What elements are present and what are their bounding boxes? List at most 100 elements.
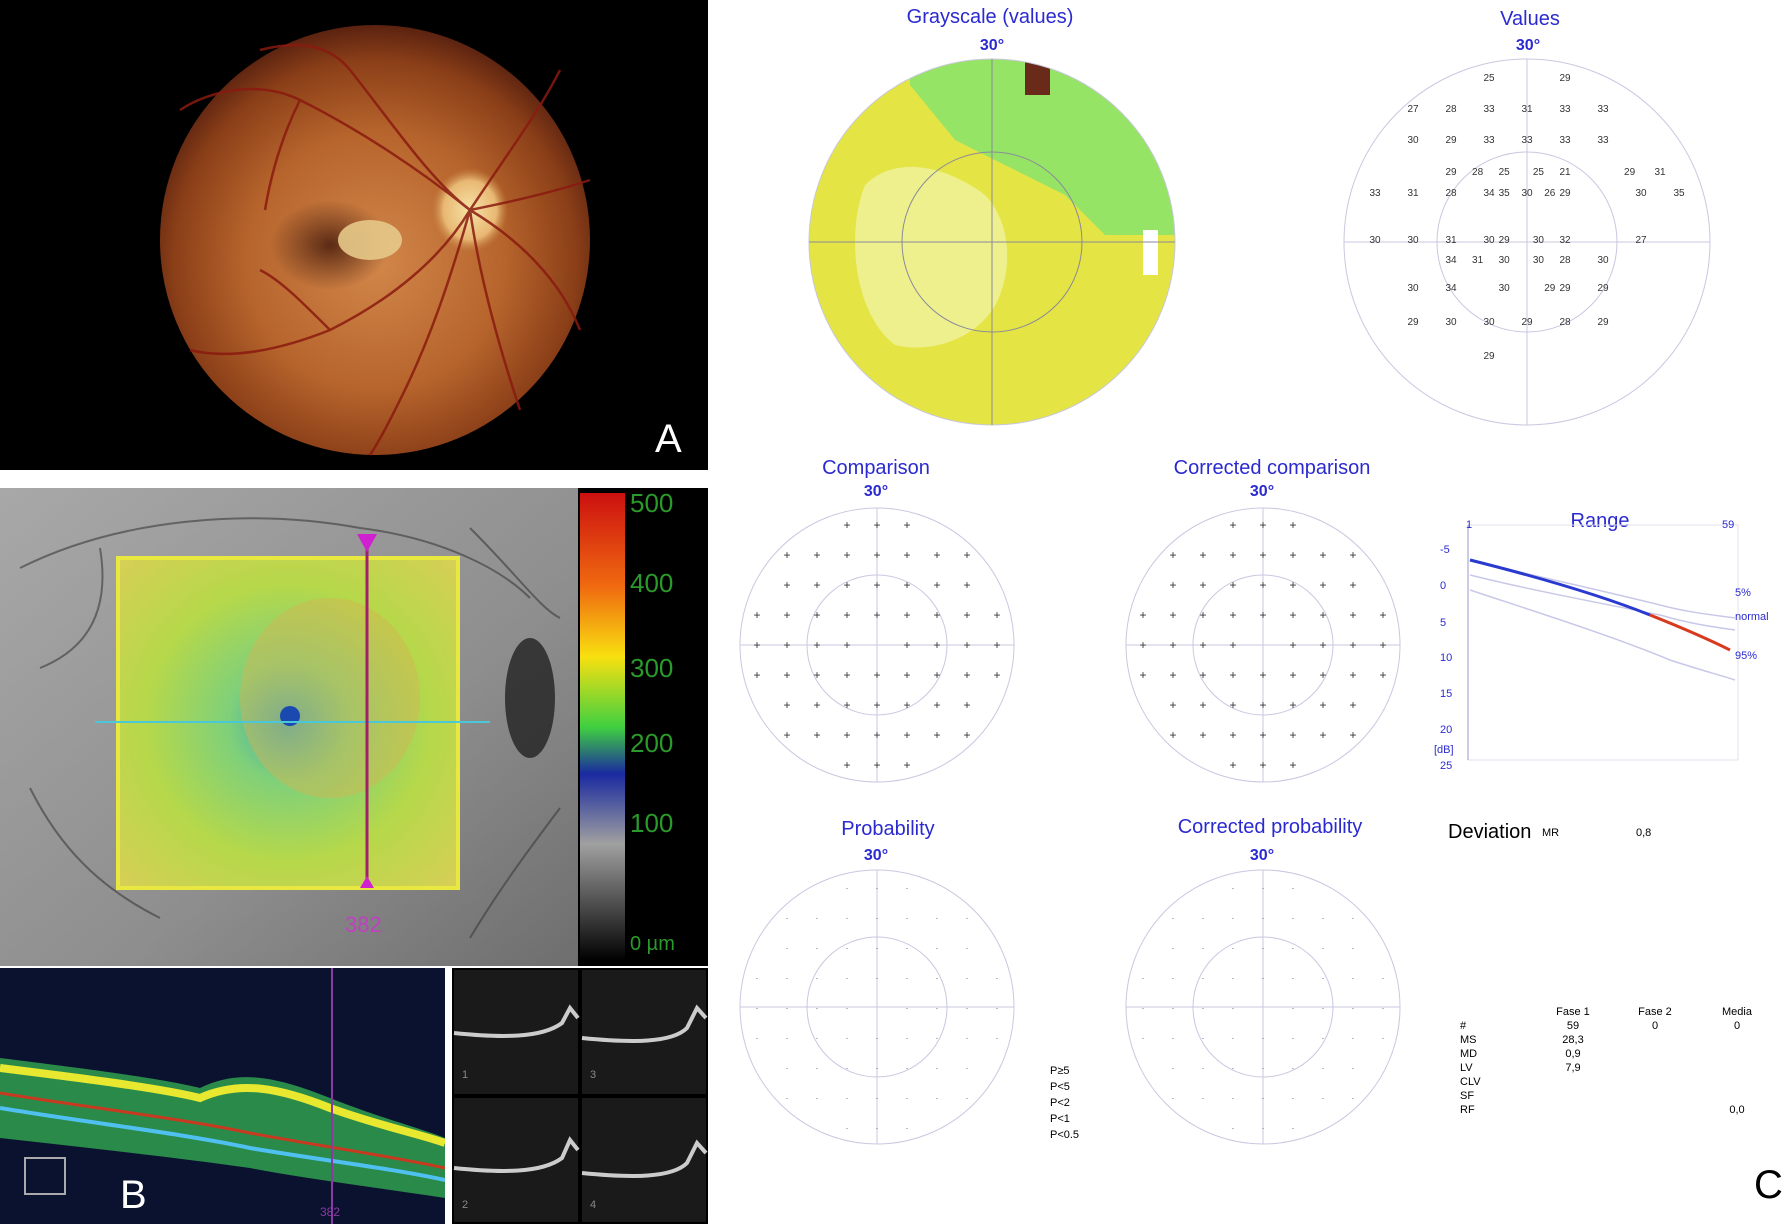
grid-point: · [966,1064,969,1073]
grid-point: + [933,638,940,652]
grid-point: · [756,1034,759,1043]
grid-point: + [843,728,850,742]
value-cell: 30 [1369,235,1381,246]
grid-point: + [873,728,880,742]
grid-point: + [1289,668,1296,682]
grid-point: · [1292,1004,1295,1013]
deviation-mr-label: MR [1542,827,1560,839]
value-cell: 29 [1521,317,1533,328]
grid-point: + [1259,608,1266,622]
probability-degree: 30° [863,847,889,864]
legend-p-lt05: P<0.5 [1050,1129,1080,1141]
grid-point: · [1292,884,1295,893]
range-top-label-2: 59 [1722,519,1735,531]
stats-row-label: MD [1460,1048,1478,1060]
grid-point: · [816,944,819,953]
grid-point: · [1232,974,1235,983]
grid-point: + [903,518,910,532]
grid-point: · [786,1034,789,1043]
stats-table: Fase 1 Fase 2 Media #59 0 0 MS 28,3 MD 0,9 LV 7,… [1460,1005,1778,1117]
scale-label-400: 400 [630,568,674,598]
value-cell: 28 [1559,255,1571,266]
grid-point: + [873,518,880,532]
value-cell: 29 [1499,235,1511,246]
grid-point: + [1229,638,1236,652]
grid-point: · [966,1004,969,1013]
grid-point: + [873,698,880,712]
value-cell: 33 [1521,135,1533,146]
value-cell: 30 [1533,255,1545,266]
corrected-probability-degree: 30° [1249,847,1275,864]
stats-cell [1614,1089,1696,1103]
grid-point: · [846,944,849,953]
probability-title: Probability [841,818,935,840]
grid-point: · [996,974,999,983]
grid-point: · [1172,1064,1175,1073]
grid-point: + [1229,518,1236,532]
grid-point: + [813,668,820,682]
grid-point: + [1319,638,1326,652]
grid-point: + [993,608,1000,622]
grid-point: · [876,914,879,923]
grid-point: + [1259,578,1266,592]
grid-point: · [1202,974,1205,983]
grid-point: · [846,974,849,983]
value-cell: 30 [1533,235,1545,246]
grid-point: · [1142,1034,1145,1043]
stats-cell [1696,1075,1778,1089]
grid-point: + [783,578,790,592]
stats-row: LV 7,9 [1460,1061,1778,1075]
stats-cell [1614,1033,1696,1047]
value-cell: 30 [1597,255,1609,266]
grid-point: + [1289,758,1296,772]
grid-point: · [936,944,939,953]
values-plot: 25 29 27 28 33 31 33 33 30 29 33 33 33 33 29 28 25 25 21 29… [1343,58,1711,426]
grid-point: · [936,1094,939,1103]
range-ytick-2: 0 [1440,580,1447,592]
grid-point: · [1322,974,1325,983]
grid-point: · [786,1004,789,1013]
grid-point: · [846,1094,849,1103]
grid-point: + [963,698,970,712]
grid-point: · [1292,1034,1295,1043]
value-cell: 29 [1559,283,1571,294]
grid-point: · [1292,1094,1295,1103]
stats-cell [1614,1061,1696,1075]
grid-point: + [843,668,850,682]
grid-point: + [1229,608,1236,622]
grid-point: · [1322,1034,1325,1043]
deviation-title: Deviation [1448,821,1532,843]
probability-legend: P≥5 P<5 P<2 P<1 P<0.5 [1050,1065,1079,1141]
grid-point: · [1232,944,1235,953]
grid-point: + [843,518,850,532]
grid-point: · [1232,1124,1235,1133]
grid-point: · [1202,1004,1205,1013]
grid-point: · [816,974,819,983]
value-cell: 28 [1472,167,1484,178]
grid-point: + [1229,668,1236,682]
grid-point: + [1199,608,1206,622]
value-cell: 29 [1597,283,1609,294]
stats-cell: 28,3 [1562,1034,1584,1046]
stats-cell [1696,1033,1778,1047]
stats-row: CLV [1460,1075,1778,1089]
legend-p5: P≥5 [1050,1065,1070,1077]
grid-point: + [1199,728,1206,742]
grayscale-plot [808,58,1176,426]
stats-row: #59 0 0 [1460,1019,1778,1033]
range-top-label-1: 1 [1466,519,1473,531]
grid-point: + [1259,728,1266,742]
range-ytick-4: 10 [1440,652,1453,664]
grid-point: + [1229,698,1236,712]
grid-point: + [873,548,880,562]
grid-point: + [1139,638,1146,652]
grid-point: · [1292,1124,1295,1133]
thumb-label-1: 1 [462,1069,468,1081]
value-cell: 34 [1445,255,1457,266]
grid-point: + [1229,548,1236,562]
grid-point: · [786,1094,789,1103]
scale-label-100: 100 [630,808,674,838]
corrected-comparison-degree: 30° [1249,483,1275,500]
grid-point: · [1172,1034,1175,1043]
grid-point: + [1229,578,1236,592]
